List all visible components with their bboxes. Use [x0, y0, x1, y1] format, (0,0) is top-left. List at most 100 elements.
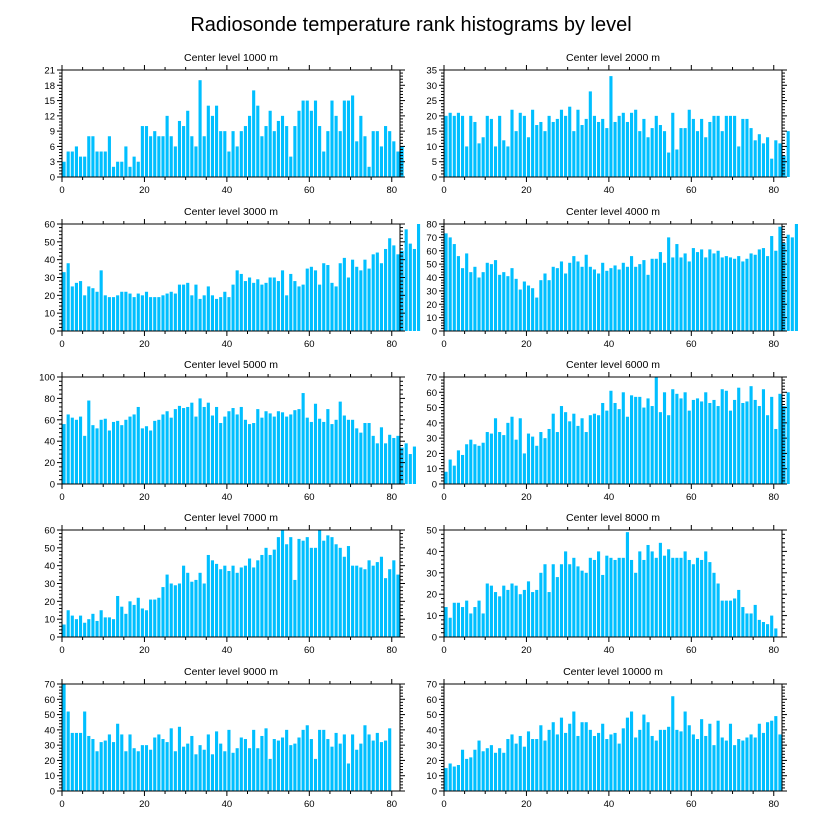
bar: [165, 411, 169, 484]
bar: [465, 444, 469, 484]
bar: [305, 268, 309, 331]
bar: [584, 572, 588, 637]
bar: [481, 613, 485, 637]
bar: [559, 564, 564, 637]
bar: [351, 419, 355, 484]
bar: [654, 377, 658, 484]
bar: [634, 109, 638, 177]
y-tick-label: 20: [426, 590, 437, 601]
bar: [272, 549, 276, 637]
bar: [695, 252, 700, 331]
bar: [708, 562, 712, 637]
x-tick-label: 60: [304, 339, 315, 350]
bar: [235, 572, 239, 637]
bar: [621, 392, 625, 484]
bar: [388, 728, 392, 791]
bar: [712, 115, 716, 177]
y-tick-label: 50: [426, 526, 437, 537]
bar: [293, 281, 297, 331]
bar: [522, 281, 526, 331]
bar: [518, 112, 522, 177]
bar: [62, 272, 66, 331]
bar: [219, 743, 223, 791]
bar: [564, 273, 568, 331]
bar: [720, 600, 724, 637]
bar: [301, 729, 305, 791]
bar: [375, 252, 379, 331]
bar: [293, 579, 297, 637]
y-tick-label: 30: [426, 741, 437, 752]
bar: [318, 126, 322, 177]
bar: [629, 395, 634, 484]
bar: [219, 423, 223, 484]
bar: [103, 295, 107, 331]
bar: [351, 95, 355, 177]
bar: [116, 161, 120, 177]
bar: [720, 131, 724, 177]
bar: [518, 735, 522, 791]
bar: [169, 136, 173, 177]
y-tick-label: 21: [44, 66, 55, 77]
bar: [264, 411, 268, 484]
bar: [514, 278, 518, 331]
bar: [691, 564, 695, 637]
bar: [794, 224, 798, 331]
x-tick-label: 40: [604, 645, 615, 656]
bar: [305, 537, 309, 637]
bar: [231, 752, 235, 791]
bar: [136, 597, 140, 637]
x-tick-label: 80: [386, 645, 397, 656]
bar: [588, 415, 592, 484]
bar: [728, 723, 733, 791]
bar: [597, 273, 601, 331]
bar: [658, 412, 662, 484]
bar: [770, 720, 774, 791]
bar: [605, 555, 609, 637]
bar: [116, 420, 120, 484]
bar: [351, 734, 355, 791]
y-tick-label: 0: [50, 633, 55, 644]
bar: [634, 266, 638, 331]
bar: [99, 419, 103, 484]
bar: [506, 276, 510, 331]
x-tick-label: 0: [59, 492, 64, 503]
x-tick-label: 20: [521, 185, 532, 196]
bar: [392, 437, 396, 484]
bar: [359, 567, 363, 637]
bar: [588, 729, 592, 791]
bar: [621, 262, 625, 331]
bar: [766, 137, 770, 177]
bar: [737, 256, 741, 331]
panel-9: Center level 9000 m 0 20 40 60 80 0 10 20 30 40 50 6…: [44, 666, 405, 810]
bar: [790, 237, 794, 332]
y-tick-label: 60: [44, 695, 55, 706]
bar: [276, 537, 280, 637]
bar: [359, 270, 363, 331]
bar: [617, 557, 621, 637]
bar: [223, 131, 227, 177]
bar: [510, 416, 514, 484]
bar: [592, 115, 597, 177]
bar: [223, 565, 227, 637]
y-tick-label: 30: [44, 741, 55, 752]
bar: [198, 745, 202, 791]
bar: [551, 121, 555, 177]
bar: [215, 406, 219, 484]
bar: [186, 743, 190, 791]
bar: [177, 284, 182, 331]
bar: [322, 540, 326, 637]
x-tick-label: 80: [768, 645, 779, 656]
bar: [375, 443, 379, 484]
bar: [132, 297, 136, 331]
y-tick-label: 18: [44, 81, 55, 92]
bar: [87, 619, 91, 637]
bar: [301, 393, 305, 484]
panel-6: Center level 6000 m 0 20 40 60 80 0 10 20 30 40 50 6…: [426, 359, 790, 503]
y-tick-label: 15: [44, 96, 55, 107]
bar: [297, 538, 301, 637]
panel-title: Center level 4000 m: [566, 206, 660, 218]
bar: [194, 284, 198, 331]
bar: [683, 711, 687, 791]
bar: [173, 751, 177, 791]
bar: [741, 402, 745, 484]
